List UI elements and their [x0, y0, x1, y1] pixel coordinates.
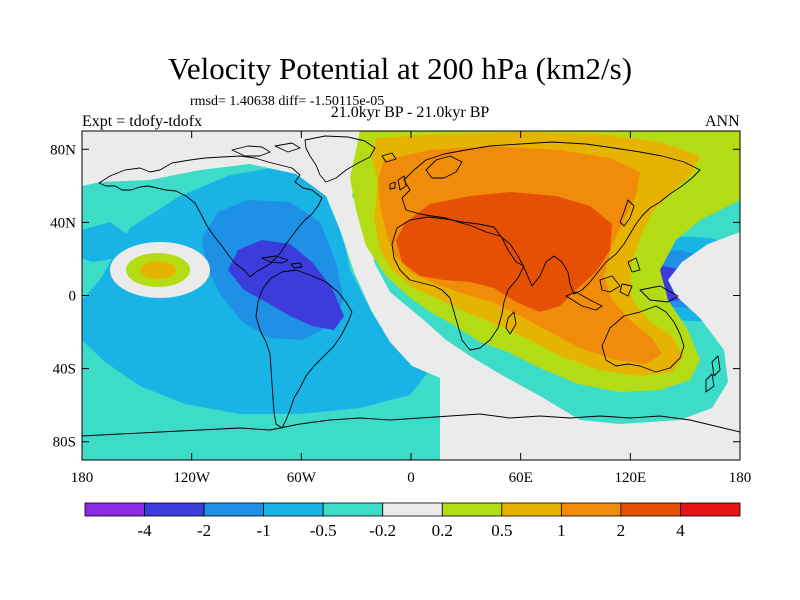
colorbar-box	[680, 502, 741, 517]
coast-south-america	[255, 269, 353, 429]
x-tick-label: 180	[71, 470, 94, 486]
x-tick-label: 120E	[614, 470, 646, 486]
coast-british-isles	[389, 175, 407, 191]
coast-africa	[391, 216, 525, 351]
y-tick-label: 40N	[50, 215, 76, 231]
colorbar-box	[203, 502, 265, 517]
y-tick-label: 0	[69, 289, 77, 305]
y-tick-label: 80S	[53, 435, 76, 451]
chart-title: Velocity Potential at 200 hPa (km2/s)	[167, 51, 633, 86]
field-pos2	[396, 192, 612, 312]
colorbar-level-label: 4	[676, 521, 685, 540]
colorbar-box	[144, 502, 205, 517]
coastlines	[82, 135, 740, 437]
case-subtitle: 21.0kyr BP - 21.0kyr BP	[330, 104, 490, 121]
colorbar-box	[620, 502, 681, 517]
season-label: ANN	[705, 113, 740, 130]
colorbar-box	[441, 502, 503, 517]
field-near-zero-north	[82, 131, 740, 460]
colorbar-box	[322, 502, 384, 517]
y-tick-label: 40S	[53, 362, 76, 378]
coast-madagascar	[505, 311, 517, 335]
field-neg2	[228, 240, 344, 330]
x-tick-label: 120W	[173, 470, 211, 486]
experiment-label: Expt = tdofy-tdofx	[82, 113, 203, 130]
rmsd-diff-stats: rmsd= 1.40638 diff= -1.50115e-05	[190, 94, 385, 109]
colorbar-level-label: 0.5	[491, 521, 512, 540]
colorbar-level-label: -2	[197, 521, 211, 540]
y-axis-ticks: 80N 40N 0 40S 80S	[50, 142, 740, 451]
colorbar-boxes	[84, 502, 741, 517]
y-tick-label: 80N	[50, 142, 76, 158]
x-tick-label: 0	[407, 470, 415, 486]
colorbar-level-label: -4	[137, 521, 152, 540]
x-axis-ticks: 180 120W 60W 0 60E 120E 180	[71, 131, 752, 486]
x-tick-label: 60E	[509, 470, 533, 486]
colorbar-box	[263, 502, 324, 517]
field-neg05-west	[82, 222, 130, 262]
coast-arctic-islands	[231, 142, 397, 163]
colorbar-level-label: -0.2	[369, 521, 396, 540]
colorbar-box	[84, 502, 145, 517]
coast-indonesia	[565, 257, 679, 311]
coast-caribbean	[261, 255, 303, 269]
colorbar-labels: -4 -2 -1 -0.5 -0.2 0.2 0.5 1 2 4	[137, 521, 685, 540]
x-tick-label: 180	[729, 470, 752, 486]
colorbar-level-label: -1	[257, 521, 271, 540]
colorbar-box	[501, 502, 562, 517]
coast-antarctica	[82, 413, 740, 437]
colorbar-level-label: 0.2	[432, 521, 453, 540]
coast-scandinavia	[425, 155, 463, 179]
colorbar-level-label: 2	[617, 521, 626, 540]
colorbar-box	[560, 502, 622, 517]
field-pos05-pacific	[140, 261, 176, 279]
colorbar-level-label: -0.5	[310, 521, 337, 540]
colorbar-box	[382, 502, 443, 517]
coast-eurasia	[401, 141, 701, 295]
coast-new-zealand	[705, 355, 721, 393]
x-tick-label: 60W	[287, 470, 317, 486]
coast-australia	[601, 305, 685, 373]
colorbar-level-label: 1	[557, 521, 566, 540]
velocity-potential-field	[82, 131, 740, 460]
coast-japan	[619, 199, 635, 227]
coast-north-america	[98, 155, 323, 278]
coast-greenland	[304, 135, 376, 183]
